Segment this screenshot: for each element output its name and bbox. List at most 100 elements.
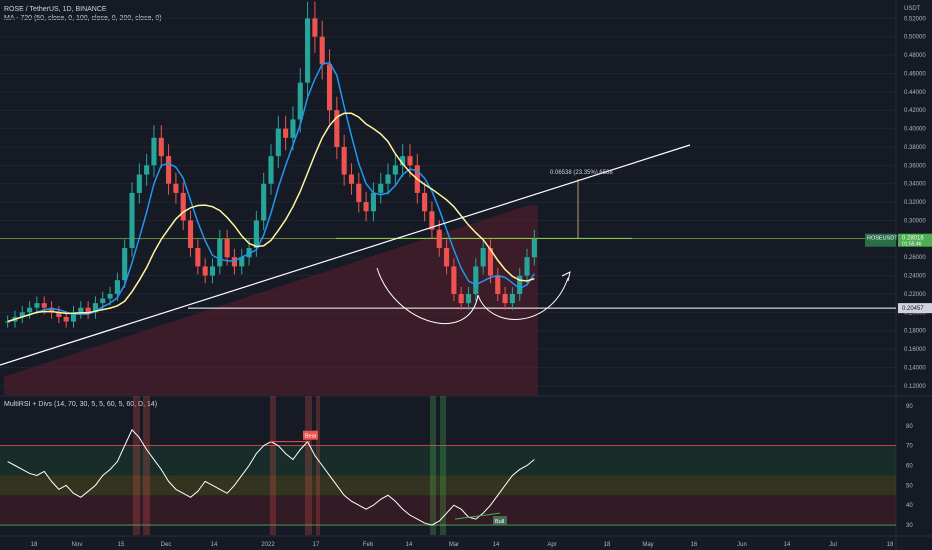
candle-body[interactable] (312, 18, 318, 37)
candle-body[interactable] (107, 293, 113, 299)
price-tick-label: 0.44000 (904, 90, 926, 96)
candle-body[interactable] (305, 18, 311, 83)
candle-body[interactable] (166, 156, 172, 184)
candle-body[interactable] (195, 248, 201, 267)
candle-body[interactable] (458, 293, 464, 304)
candle-body[interactable] (85, 307, 91, 313)
candle-body[interactable] (92, 303, 98, 313)
time-tick-label: Jun (737, 542, 747, 548)
candle-body[interactable] (290, 119, 296, 138)
candle-body[interactable] (158, 137, 164, 157)
price-tick-label: 0.36000 (904, 163, 926, 169)
support-price-tag (898, 303, 932, 314)
symbol-legend[interactable]: ROSE / TetherUS, 1D, BINANCE (4, 6, 107, 13)
time-tick-label: Feb (363, 542, 374, 548)
bull-label: Bull (495, 519, 504, 525)
time-tick-label: May (642, 542, 653, 548)
candle-body[interactable] (56, 312, 62, 317)
candle-body[interactable] (356, 183, 362, 203)
candle-body[interactable] (34, 303, 40, 308)
candle-body[interactable] (283, 128, 289, 138)
candle-body[interactable] (363, 202, 369, 212)
candle-body[interactable] (407, 156, 413, 166)
arrow-head-icon (561, 271, 571, 282)
candle-body[interactable] (151, 137, 157, 166)
candle-body[interactable] (27, 307, 33, 313)
candle-body[interactable] (524, 257, 530, 276)
candle-body[interactable] (422, 192, 428, 212)
candle-body[interactable] (122, 248, 128, 281)
candle-body[interactable] (517, 275, 523, 294)
candle-body[interactable] (217, 238, 223, 267)
candle-body[interactable] (63, 316, 69, 322)
candle-body[interactable] (5, 321, 11, 323)
rsi-tick-label: 50 (906, 483, 913, 489)
time-tick-label: 14 (211, 542, 218, 548)
candle-body[interactable] (385, 174, 391, 184)
cup-pattern-arc[interactable] (376, 267, 569, 324)
candle-body[interactable] (231, 257, 237, 267)
candle-body[interactable] (19, 312, 25, 317)
rsi-legend[interactable]: MultiRSI + Divs (14, 70, 30, 5, 5, 60, 5… (4, 401, 158, 408)
price-tick-label: 0.42000 (904, 108, 926, 114)
candle-body[interactable] (144, 165, 150, 175)
candle-body[interactable] (341, 146, 347, 175)
candle-body[interactable] (136, 174, 142, 193)
candle-body[interactable] (487, 248, 494, 276)
candle-body[interactable] (495, 275, 501, 294)
bull-divergence-line (454, 512, 501, 520)
candle-body[interactable] (509, 293, 515, 304)
candle-body[interactable] (275, 128, 281, 157)
candle-body[interactable] (180, 192, 186, 221)
support-price-value: 0.20457 (902, 306, 924, 312)
candle-body[interactable] (326, 64, 333, 111)
candle-body[interactable] (444, 248, 450, 267)
candle-body[interactable] (392, 165, 398, 175)
candle-body[interactable] (400, 156, 406, 166)
price-axis-unit: USDT (904, 6, 921, 12)
candle-body[interactable] (473, 266, 479, 294)
measure-label: 0.06538 (23.35%) 6538 (550, 170, 613, 176)
candle-body[interactable] (268, 156, 274, 184)
candle-body[interactable] (70, 312, 77, 322)
current-price-tag-left (865, 233, 896, 247)
candle-body[interactable] (480, 248, 486, 267)
candle-body[interactable] (370, 192, 376, 212)
candle-body[interactable] (502, 293, 508, 304)
candle-body[interactable] (465, 293, 472, 304)
candle-body[interactable] (334, 110, 340, 147)
current-price-tag (898, 233, 932, 247)
ascending-trendline[interactable] (0, 144, 691, 366)
price-tick-label: 0.18000 (904, 329, 926, 335)
rsi-tick-label: 30 (906, 523, 913, 529)
price-tick-label: 0.30000 (904, 218, 926, 224)
candle-body[interactable] (348, 174, 355, 184)
candle-body[interactable] (224, 238, 230, 258)
candle-body[interactable] (173, 183, 179, 193)
candle-body[interactable] (202, 266, 208, 276)
bear-label: Bear (305, 434, 317, 440)
candle-body[interactable] (239, 257, 245, 267)
current-price-value: 0.28016 (902, 236, 924, 242)
candle-body[interactable] (531, 238, 537, 258)
candle-body[interactable] (100, 298, 106, 304)
candle-body[interactable] (78, 307, 84, 313)
ma-long-line[interactable] (7, 112, 535, 323)
candle-body[interactable] (114, 280, 120, 294)
candle-body[interactable] (297, 82, 303, 120)
candle-body[interactable] (436, 229, 442, 249)
candle-body[interactable] (451, 266, 457, 294)
candle-body[interactable] (246, 248, 252, 258)
candle-body[interactable] (209, 266, 216, 276)
candle-body[interactable] (41, 303, 47, 308)
candle-body[interactable] (261, 183, 267, 221)
candle-body[interactable] (429, 211, 435, 230)
candle-body[interactable] (129, 192, 135, 249)
candle-body[interactable] (319, 36, 325, 65)
candle-body[interactable] (48, 307, 55, 313)
candle-body[interactable] (378, 183, 384, 193)
price-tick-label: 0.20000 (904, 310, 926, 316)
candle-body[interactable] (253, 220, 259, 249)
candle-body[interactable] (187, 220, 194, 249)
